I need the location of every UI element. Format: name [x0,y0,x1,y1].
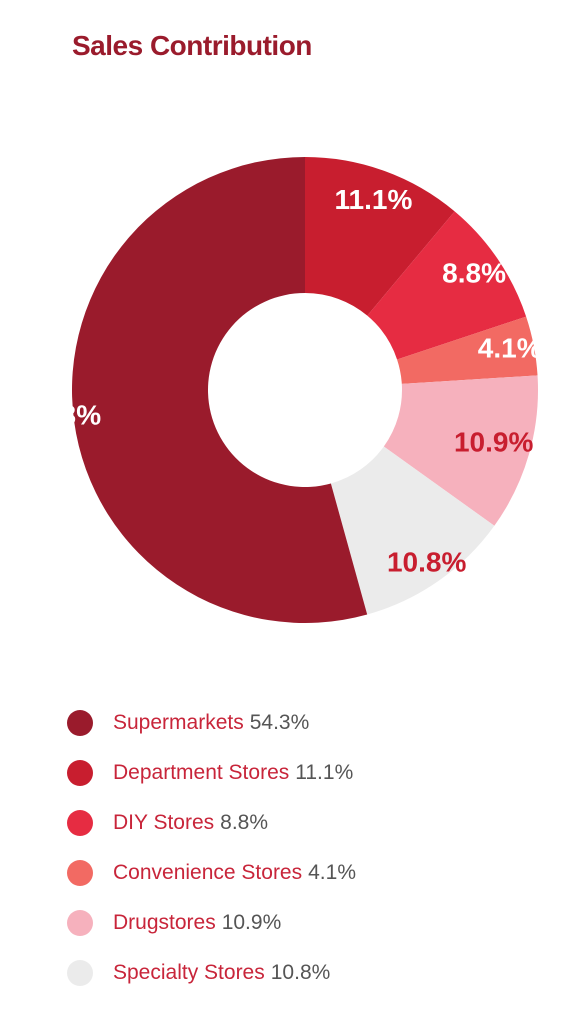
chart-legend: Supermarkets 54.3% Department Stores 11.1% D… [67,708,356,1008]
slice-label-supermarkets: 54.3% [22,399,101,430]
legend-item-department-stores: Department Stores 11.1% [67,758,356,788]
slice-label-convenience-stores: 4.1% [478,333,542,364]
legend-label: Drugstores [113,911,216,935]
slice-label-drugstores: 10.9% [454,427,533,458]
legend-swatch-drugstores [67,910,93,936]
legend-item-drugstores: Drugstores 10.9% [67,908,356,938]
legend-item-diy-stores: DIY Stores 8.8% [67,808,356,838]
legend-value: 54.3% [250,711,310,735]
legend-label: Department Stores [113,761,289,785]
slice-label-specialty-stores: 10.8% [387,547,466,578]
slice-label-diy-stores: 8.8% [442,257,506,288]
legend-label: DIY Stores [113,811,214,835]
legend-value: 11.1% [295,761,353,785]
legend-label: Supermarkets [113,711,244,735]
legend-swatch-supermarkets [67,710,93,736]
legend-label: Specialty Stores [113,961,265,985]
legend-item-specialty-stores: Specialty Stores 10.8% [67,958,356,988]
legend-swatch-diy-stores [67,810,93,836]
legend-value: 10.8% [271,961,331,985]
legend-swatch-convenience-stores [67,860,93,886]
legend-label: Convenience Stores [113,861,302,885]
legend-value: 8.8% [220,811,268,835]
legend-item-convenience-stores: Convenience Stores 4.1% [67,858,356,888]
legend-swatch-department-stores [67,760,93,786]
slice-label-department-stores: 11.1% [335,184,413,215]
legend-swatch-specialty-stores [67,960,93,986]
legend-value: 10.9% [222,911,282,935]
legend-value: 4.1% [308,861,356,885]
legend-item-supermarkets: Supermarkets 54.3% [67,708,356,738]
